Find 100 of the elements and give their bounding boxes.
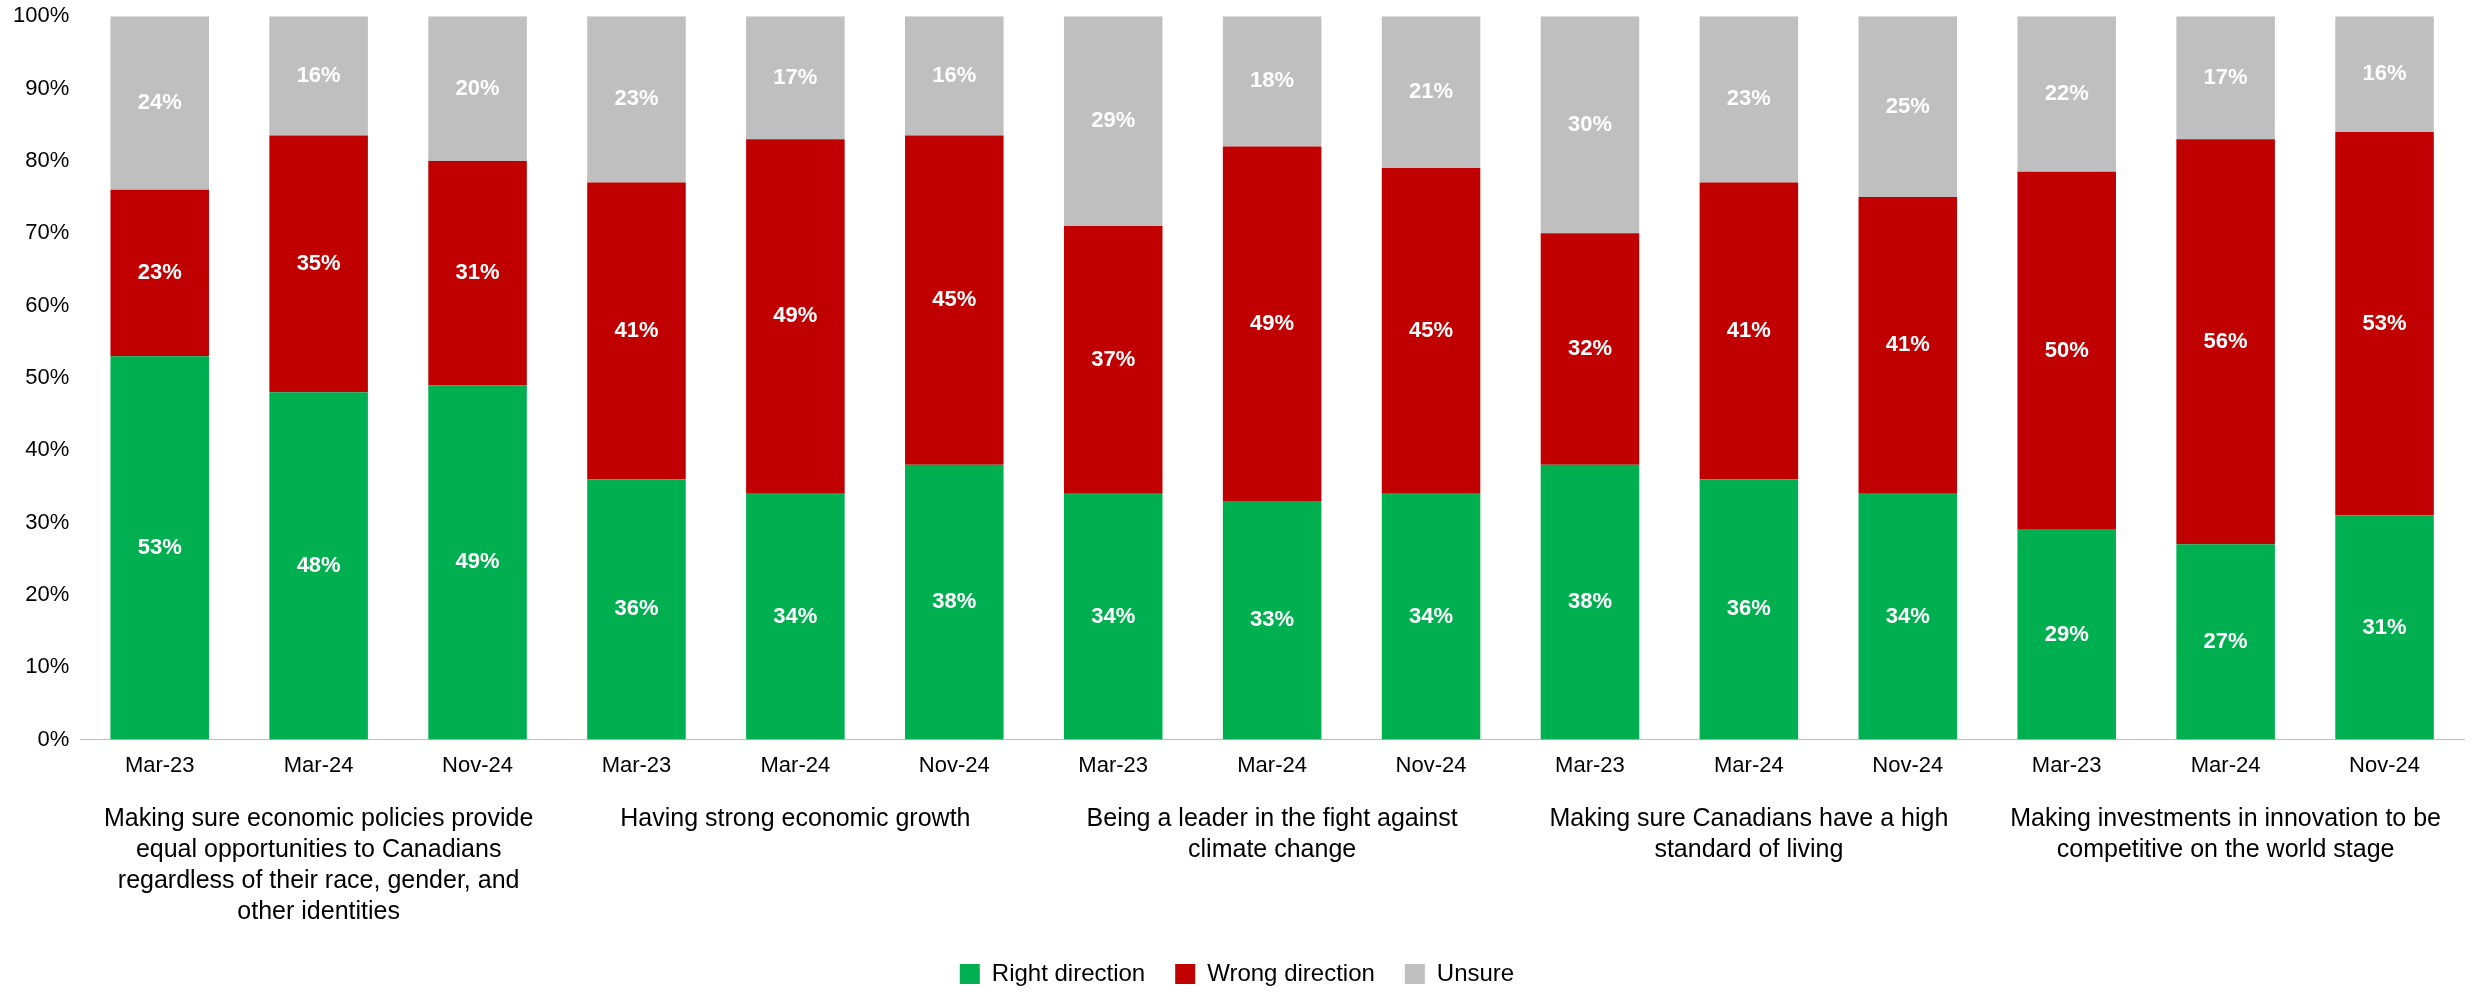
data-label: 16% xyxy=(296,61,341,87)
data-label: 37% xyxy=(1091,345,1136,371)
data-label: 36% xyxy=(614,595,659,621)
data-label: 45% xyxy=(1409,316,1454,342)
y-tick-label: 60% xyxy=(25,291,70,317)
data-label: 48% xyxy=(296,552,341,578)
bar xyxy=(905,16,1004,136)
y-tick-label: 100% xyxy=(12,2,70,28)
x-tick-label: Mar-24 xyxy=(1237,751,1307,777)
bar xyxy=(1858,16,1958,198)
bar xyxy=(110,16,209,190)
data-label: 18% xyxy=(1250,67,1295,93)
data-label: 16% xyxy=(932,61,977,87)
bar xyxy=(587,479,686,740)
text: Making sure economic policies provide equal opportunities to Canadians regardless of their race, gender, and other identities xyxy=(103,803,534,925)
bar xyxy=(905,464,1004,740)
bar xyxy=(1699,16,1799,183)
data-label: 23% xyxy=(137,259,182,285)
data-label: 49% xyxy=(773,302,818,328)
x-tick-label: Mar-23 xyxy=(124,751,195,777)
data-label: 21% xyxy=(1409,78,1454,104)
x-tick-label: Nov-24 xyxy=(2349,751,2420,777)
bar xyxy=(2335,515,2434,740)
bar xyxy=(2176,16,2275,140)
bar xyxy=(746,139,845,494)
bar xyxy=(1222,500,1322,740)
bar xyxy=(746,493,845,740)
x-tick-label: Mar-23 xyxy=(1078,751,1149,777)
bar xyxy=(587,16,686,183)
y-tick-label: 90% xyxy=(25,74,70,100)
text: Making sure Canadians have a high standard of living xyxy=(1549,803,1949,863)
bar xyxy=(428,160,527,386)
bar xyxy=(428,16,527,161)
y-tick-label: 70% xyxy=(25,219,70,245)
data-label: 34% xyxy=(1091,602,1136,628)
bar xyxy=(269,392,368,740)
bar xyxy=(1858,493,1958,740)
data-label: 38% xyxy=(932,588,977,614)
bar xyxy=(2335,131,2434,516)
data-label: 49% xyxy=(455,548,500,574)
data-label: 45% xyxy=(932,286,977,312)
y-tick-label: 80% xyxy=(25,146,70,172)
data-label: 29% xyxy=(2044,620,2089,646)
bar xyxy=(269,135,368,393)
bar xyxy=(587,182,686,480)
x-tick-label: Mar-24 xyxy=(760,751,831,777)
x-tick-label: Nov-24 xyxy=(1872,751,1944,777)
data-label: 36% xyxy=(1726,595,1771,621)
data-label: 23% xyxy=(1726,85,1771,111)
bar xyxy=(1381,493,1481,740)
x-tick-label: Mar-23 xyxy=(601,751,672,777)
bar xyxy=(2017,529,2116,740)
data-label: 33% xyxy=(1250,606,1295,632)
data-label: 16% xyxy=(2362,60,2407,86)
x-tick-label: Mar-24 xyxy=(283,751,354,777)
data-label: 27% xyxy=(2203,628,2248,653)
bar xyxy=(1540,16,1640,234)
data-label: 17% xyxy=(773,63,818,89)
bar xyxy=(428,385,527,740)
bar xyxy=(2017,171,2116,530)
bar xyxy=(269,16,368,136)
bar xyxy=(746,16,845,140)
x-tick-label: Nov-24 xyxy=(442,751,514,777)
y-tick-label: 40% xyxy=(25,436,70,462)
data-label: 29% xyxy=(1091,107,1136,133)
data-label: 35% xyxy=(296,250,341,276)
data-label: 32% xyxy=(1567,335,1612,361)
bar xyxy=(2176,139,2275,545)
data-label: 24% xyxy=(137,89,182,115)
bar xyxy=(1858,197,1958,494)
bar xyxy=(2176,544,2275,740)
data-label: 23% xyxy=(614,85,659,111)
bar xyxy=(2017,16,2116,172)
bar xyxy=(1381,168,1481,494)
y-tick-label: 0% xyxy=(37,725,70,751)
y-tick-label: 50% xyxy=(25,363,70,389)
bar xyxy=(905,135,1004,465)
data-label: 31% xyxy=(455,259,500,285)
bar xyxy=(1222,146,1322,501)
data-label: 41% xyxy=(614,316,659,342)
x-tick-label: Mar-23 xyxy=(1555,751,1625,777)
bar xyxy=(110,189,209,357)
data-label: 38% xyxy=(1567,588,1612,614)
x-tick-label: Mar-24 xyxy=(2190,751,2261,777)
bar xyxy=(2335,16,2434,132)
data-label: 34% xyxy=(773,602,818,628)
data-label: 53% xyxy=(137,533,182,559)
text: Making investments in innovation to be competitive on the world stage xyxy=(2010,803,2442,863)
data-label: 34% xyxy=(1885,602,1930,628)
text: Being a leader in the fight against climate change xyxy=(1086,803,1458,863)
y-tick-label: 20% xyxy=(25,580,70,606)
bar xyxy=(1063,16,1163,226)
data-label: 34% xyxy=(1409,602,1454,628)
data-label: 56% xyxy=(2203,327,2248,353)
data-label: 17% xyxy=(2203,63,2248,89)
bar xyxy=(1381,16,1481,169)
data-label: 49% xyxy=(1250,309,1295,335)
text: Having strong economic growth xyxy=(620,803,971,832)
data-label: 20% xyxy=(455,74,500,100)
data-label: 50% xyxy=(2044,336,2089,362)
